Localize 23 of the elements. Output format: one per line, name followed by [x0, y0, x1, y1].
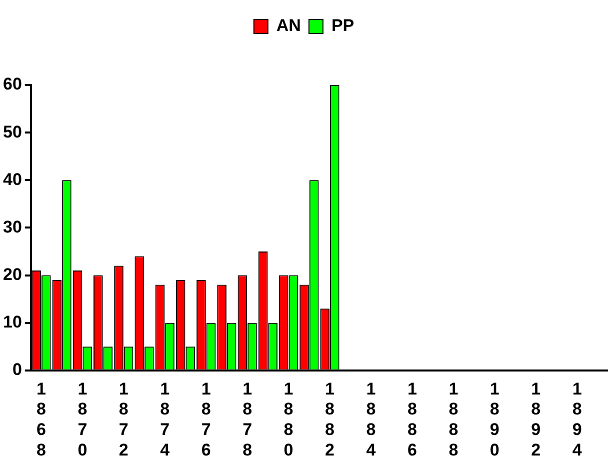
x-tick-label: 1878: [242, 379, 252, 460]
x-tick-label: 1888: [448, 379, 458, 460]
x-tick-label: 1894: [572, 379, 582, 460]
y-tick-label: 40: [2, 170, 22, 189]
y-tick-label: 0: [12, 360, 22, 380]
y-tick-label: 30: [2, 217, 22, 236]
y-tick-label: 60: [2, 74, 22, 94]
x-tick-label: 1892: [531, 379, 541, 460]
legend-label: PP: [331, 16, 354, 36]
y-tick-label: 20: [2, 264, 22, 284]
y-tick-label: 10: [2, 312, 22, 332]
x-tick-label: 1880: [284, 379, 294, 460]
x-tick-label: 1876: [201, 379, 211, 460]
x-tick-label: 1890: [490, 379, 500, 460]
x-tick-label: 1874: [160, 379, 170, 460]
x-tick-label: 1868: [36, 379, 46, 460]
y-tick-label: 50: [2, 122, 22, 142]
x-tick-label: 1870: [78, 379, 88, 460]
legend-label: AN: [276, 16, 301, 36]
x-tick-label: 1872: [118, 379, 128, 460]
x-tick-label: 1884: [366, 379, 376, 460]
x-tick-label: 1886: [407, 379, 417, 460]
x-tick-label: 1882: [325, 379, 334, 460]
